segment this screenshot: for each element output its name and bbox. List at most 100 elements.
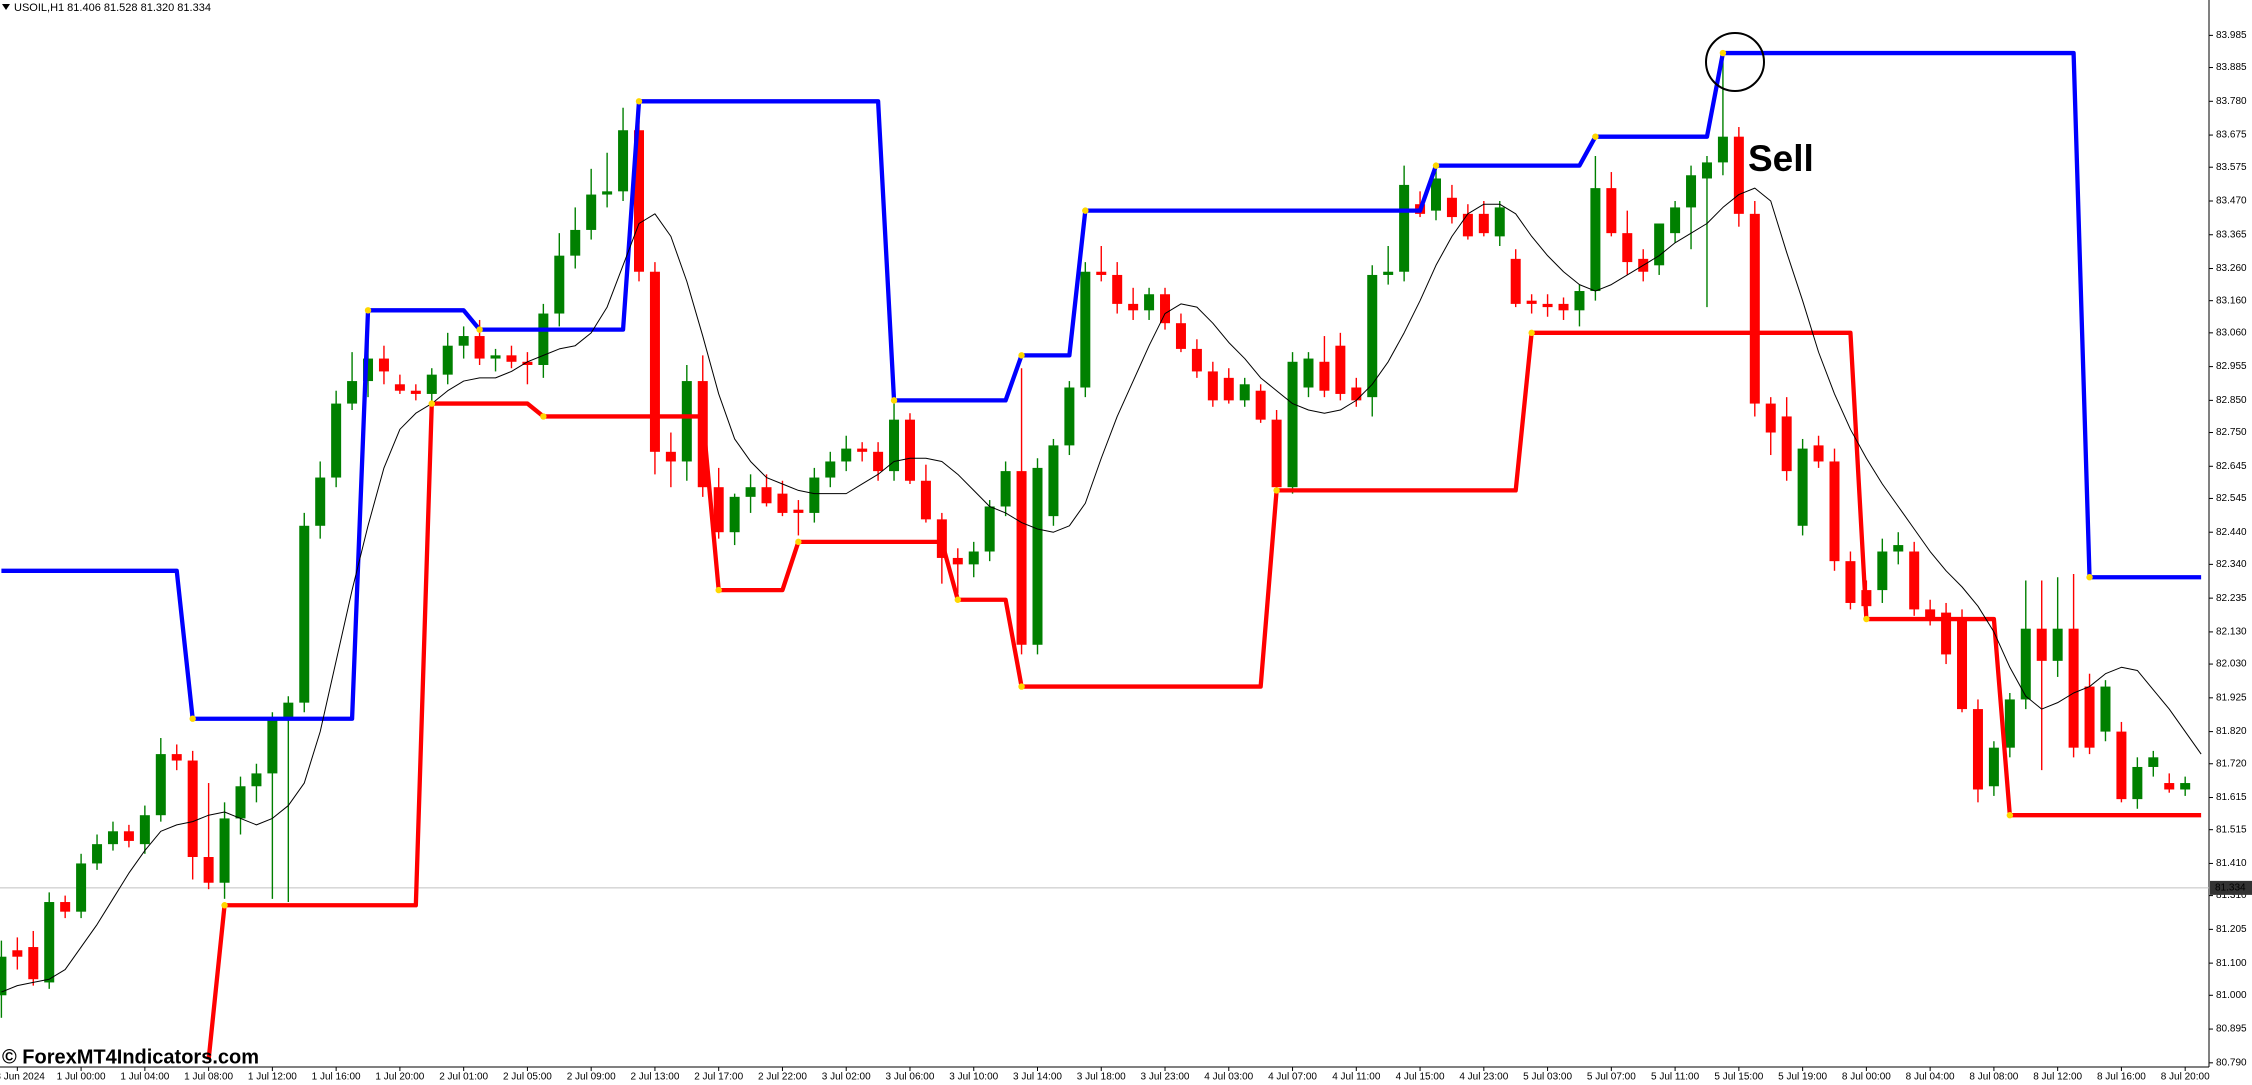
candle-body: [315, 477, 326, 526]
candle-body: [1558, 303, 1569, 311]
candle-body: [745, 487, 756, 497]
y-tick-label: 82.545: [2216, 493, 2247, 504]
candle-body: [1112, 274, 1123, 304]
candle-body: [920, 480, 931, 520]
candle-body: [1207, 371, 1218, 401]
candle-body: [394, 384, 405, 391]
candle-body: [1686, 175, 1697, 208]
candle-body: [1064, 387, 1075, 446]
y-tick-label: 81.820: [2216, 726, 2247, 737]
candle-body: [219, 818, 230, 883]
y-tick-label: 81.310: [2216, 890, 2247, 901]
x-tick-label: 5 Jul 11:00: [1651, 1072, 1700, 1083]
candle-body: [1462, 213, 1473, 237]
x-tick-label: 3 Jul 18:00: [1077, 1072, 1126, 1083]
candle-body: [1813, 445, 1824, 462]
candle-body: [522, 361, 533, 365]
candle-body: [1749, 213, 1760, 404]
candle-body: [1733, 136, 1744, 214]
candle-body: [1670, 207, 1681, 234]
candle-body: [2004, 699, 2015, 748]
x-tick-label: 2 Jul 17:00: [694, 1072, 743, 1083]
candle-body: [2020, 628, 2031, 700]
chart-header: USOIL,H1 81.406 81.528 81.320 81.334: [14, 2, 211, 14]
candle-body: [2132, 766, 2143, 800]
y-tick-label: 81.720: [2216, 758, 2247, 769]
candle-body: [123, 831, 134, 841]
candle-body: [12, 950, 23, 957]
x-tick-label: 3 Jul 10:00: [949, 1072, 998, 1083]
y-tick-label: 82.130: [2216, 627, 2247, 638]
pivot-dot: [954, 596, 961, 603]
x-tick-label: 1 Jul 16:00: [312, 1072, 361, 1083]
y-tick-label: 83.675: [2216, 130, 2247, 141]
candle-body: [76, 863, 87, 912]
x-tick-label: 8 Jul 12:00: [2033, 1072, 2082, 1083]
candle-body: [1877, 551, 1888, 591]
y-tick-label: 81.925: [2216, 692, 2247, 703]
candle-body: [936, 519, 947, 558]
pivot-dot: [795, 538, 802, 546]
candle-body: [28, 947, 39, 980]
highlight-circle: [1705, 32, 1765, 92]
candle-body: [1494, 207, 1505, 237]
candle-body: [1399, 184, 1410, 272]
y-tick-label: 82.440: [2216, 527, 2247, 538]
candle-body: [729, 496, 740, 533]
candle-body: [1510, 258, 1521, 304]
candle-body: [1781, 416, 1792, 472]
candle-body: [1622, 233, 1633, 263]
candle-body: [1446, 197, 1457, 218]
y-tick-label: 82.645: [2216, 461, 2247, 472]
candle-body: [570, 229, 581, 256]
x-tick-label: 1 Jul 20:00: [375, 1072, 424, 1083]
candle-body: [1319, 361, 1330, 391]
y-tick-label: 81.000: [2216, 990, 2247, 1001]
candle-body: [618, 130, 629, 192]
candle-body: [634, 130, 644, 272]
x-tick-label: 5 Jul 19:00: [1778, 1072, 1827, 1083]
candle-body: [1941, 612, 1952, 655]
candle-body: [1972, 709, 1983, 790]
candle-body: [602, 191, 613, 195]
y-tick-label: 82.030: [2216, 659, 2247, 670]
candle-body: [139, 815, 150, 845]
candle-body: [1016, 471, 1027, 645]
y-tick-label: 80.790: [2216, 1057, 2247, 1068]
x-tick-label: 2 Jul 09:00: [567, 1072, 616, 1083]
candle-body: [841, 448, 852, 462]
sell-annotation: Sell: [1748, 138, 1814, 179]
y-tick-label: 81.515: [2216, 824, 2247, 835]
x-tick-label: 4 Jul 11:00: [1332, 1072, 1381, 1083]
candle-body: [267, 718, 278, 774]
candle-body: [187, 760, 198, 858]
y-tick-label: 83.470: [2216, 196, 2247, 207]
pivot-dot: [890, 397, 898, 404]
candle-body: [1797, 448, 1808, 526]
y-tick-label: 83.160: [2216, 295, 2247, 306]
x-tick-label: 5 Jul 03:00: [1523, 1072, 1572, 1083]
candle-body: [44, 902, 55, 983]
candle-body: [60, 902, 71, 912]
candle-body: [649, 271, 660, 452]
candle-body: [2164, 783, 2175, 790]
candle-body: [873, 451, 884, 472]
candle-body: [1431, 178, 1441, 211]
candle-body: [968, 551, 979, 565]
y-tick-label: 82.955: [2216, 361, 2247, 372]
candle-body: [889, 419, 900, 472]
candle-body: [713, 487, 724, 533]
candle-body: [586, 194, 597, 230]
candle-body: [2068, 628, 2079, 748]
candle-body: [347, 381, 358, 404]
y-tick-label: 82.850: [2216, 395, 2247, 406]
candle-body: [1542, 303, 1553, 308]
candle-body: [1303, 358, 1314, 388]
candle-body: [1271, 419, 1282, 488]
pivot-dot: [476, 326, 483, 333]
pivot-dot: [715, 586, 722, 594]
candle-body: [1717, 136, 1728, 163]
x-tick-label: 5 Jul 07:00: [1587, 1072, 1636, 1083]
candle-body: [904, 419, 915, 481]
current-price-label: 81.334: [2215, 883, 2246, 894]
